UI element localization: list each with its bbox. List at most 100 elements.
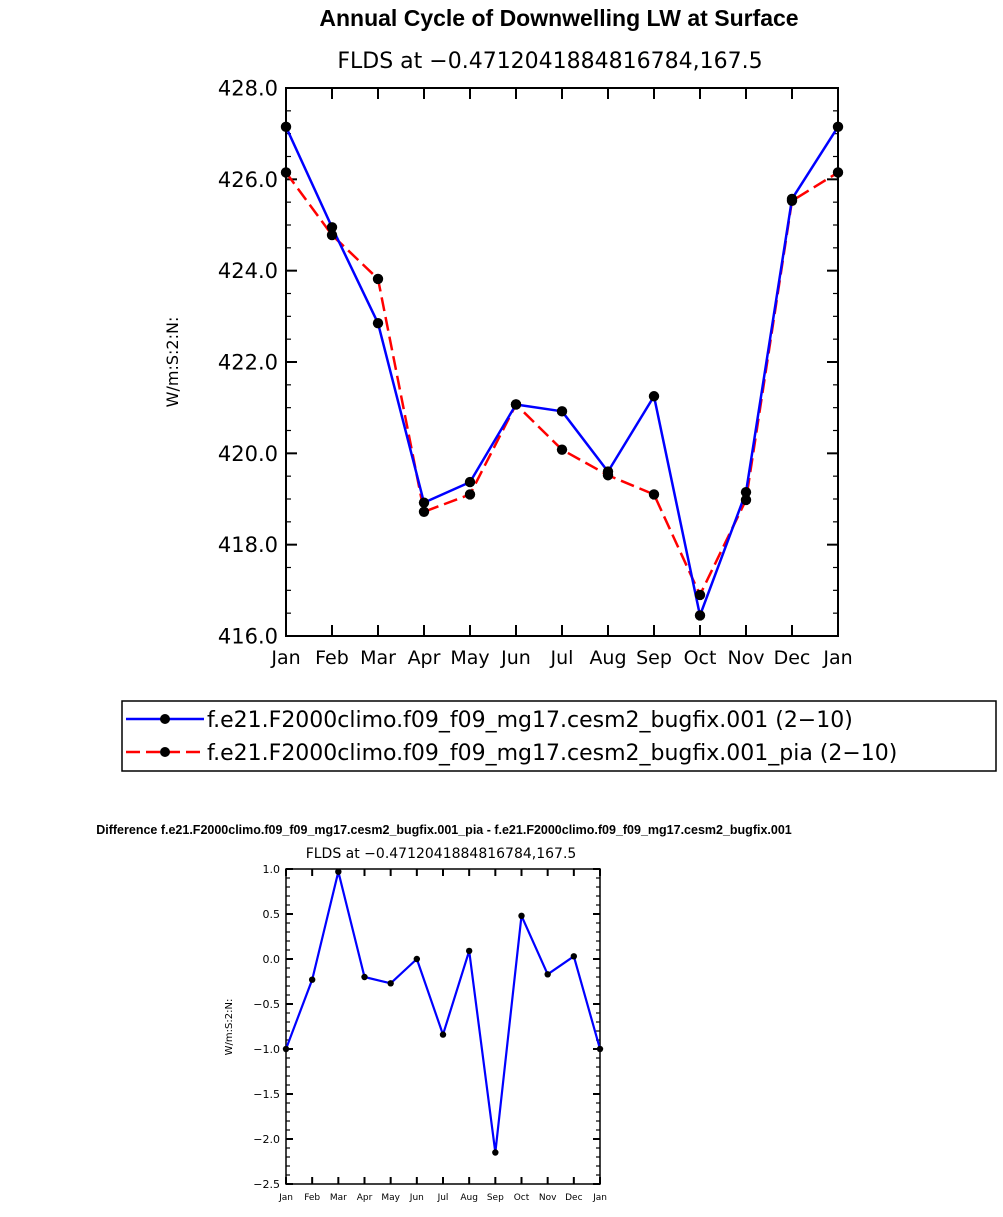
y-tick-label: −1.0 <box>253 1043 280 1056</box>
y-tick-label: 416.0 <box>218 625 278 649</box>
y-tick-label: −0.5 <box>253 998 280 1011</box>
series-1-point <box>832 121 844 133</box>
series-1-point <box>418 497 430 508</box>
series-2-point <box>740 494 752 506</box>
x-tick-label: Mar <box>360 647 396 669</box>
x-tick-label: Apr <box>357 1193 373 1203</box>
y-axis-label: W/m:S:2:N: <box>163 317 182 408</box>
series-1-point <box>335 868 342 875</box>
difference-title: Difference f.e21.F2000climo.f09_f09_mg17… <box>96 823 792 837</box>
series-2-point <box>602 470 614 481</box>
y-tick-label: 1.0 <box>263 863 281 876</box>
x-tick-label: Oct <box>514 1193 530 1203</box>
x-tick-label: Aug <box>589 647 626 669</box>
y-tick-label: 0.5 <box>263 908 281 921</box>
legend-marker-series-1 <box>160 714 170 724</box>
series-1-point <box>308 976 316 983</box>
series-1-point <box>518 912 525 919</box>
x-tick-label: Jan <box>270 647 300 669</box>
series-1-point <box>326 222 338 233</box>
series-1-point <box>372 317 384 329</box>
y-tick-label: −2.5 <box>253 1178 280 1191</box>
series-1-point <box>464 476 476 488</box>
legend-label-series-2: f.e21.F2000climo.f09_f09_mg17.cesm2_bugf… <box>207 741 897 766</box>
series-line-2 <box>284 171 839 597</box>
x-tick-label: Jul <box>437 1193 449 1203</box>
series-1-point <box>648 391 660 402</box>
series-1-point <box>570 953 578 960</box>
y-tick-label: 428.0 <box>218 77 278 101</box>
x-tick-label: Dec <box>774 647 811 669</box>
x-tick-label: Jan <box>278 1193 293 1203</box>
y-axis-label: W/m:S:2:N: <box>224 999 235 1056</box>
series-layer <box>280 121 844 621</box>
series-2-point <box>280 167 292 178</box>
x-tick-label: Jan <box>822 647 852 669</box>
y-tick-label: −1.5 <box>253 1088 280 1101</box>
y-tick-label: −2.0 <box>253 1133 280 1146</box>
series-line-1 <box>284 126 840 617</box>
series-1-point <box>596 1045 604 1053</box>
plot-frame <box>285 868 601 1185</box>
x-tick-label: Feb <box>315 647 349 669</box>
chart-title: Annual Cycle of Downwelling LW at Surfac… <box>319 5 798 31</box>
y-tick-label: 424.0 <box>218 259 278 283</box>
y-tick-labels: −2.5 −2.0 −1.5 −1.0 −0.5 0.0 0.5 1.0 <box>253 863 280 1191</box>
series-1-point <box>439 1031 447 1038</box>
x-tick-label: Aug <box>460 1193 478 1203</box>
x-tick-label: Jun <box>500 647 531 669</box>
series-1-point <box>694 610 706 621</box>
x-tick-labels: Jan Feb Mar Apr May Jun Jul Aug Sep Oct Nov Dec Jan <box>270 647 852 669</box>
x-tick-label: Oct <box>684 647 717 669</box>
series-1-point <box>280 121 292 133</box>
series-layer <box>282 868 604 1156</box>
series-2-point <box>648 489 660 500</box>
y-tick-label: 422.0 <box>218 351 278 375</box>
series-2-point <box>510 399 522 410</box>
y-tick-label: 418.0 <box>218 533 278 557</box>
series-2-point <box>418 506 430 517</box>
x-tick-label: Mar <box>330 1193 347 1203</box>
legend-box <box>121 700 997 772</box>
series-1-point <box>361 973 368 981</box>
x-tick-label: May <box>381 1193 400 1203</box>
difference-chart: Difference f.e21.F2000climo.f09_f09_mg17… <box>96 823 792 1203</box>
x-tick-label: Nov <box>539 1193 557 1203</box>
x-tick-label: Sep <box>636 647 672 669</box>
legend: f.e21.F2000climo.f09_f09_mg17.cesm2_bugf… <box>121 700 997 772</box>
series-1-point <box>740 486 752 498</box>
axis-ticks <box>285 868 601 1185</box>
x-tick-label: Feb <box>304 1193 320 1203</box>
series-1-point <box>465 947 473 955</box>
x-tick-label: Jul <box>550 647 574 669</box>
y-tick-label: 420.0 <box>218 442 278 466</box>
series-2-point <box>832 167 844 178</box>
series-2-point <box>556 444 568 455</box>
x-tick-label: Jun <box>409 1193 424 1203</box>
series-2-point <box>786 195 798 206</box>
series-line-1 <box>284 870 602 1154</box>
series-1-point <box>544 971 551 978</box>
series-1-point <box>413 955 421 963</box>
chart-subtitle: FLDS at −0.4712041884816784,167.5 <box>337 49 762 74</box>
series-1-point <box>282 1045 290 1053</box>
annual-cycle-chart: Annual Cycle of Downwelling LW at Surfac… <box>121 5 997 772</box>
x-tick-label: Dec <box>565 1193 582 1203</box>
legend-marker-series-2 <box>160 747 170 757</box>
plot-frame <box>285 87 839 637</box>
x-tick-label: Apr <box>408 647 441 669</box>
legend-label-series-1: f.e21.F2000climo.f09_f09_mg17.cesm2_bugf… <box>207 708 853 733</box>
series-2-point <box>694 589 706 601</box>
x-tick-label: Nov <box>727 647 764 669</box>
x-tick-labels: Jan Feb Mar Apr May Jun Jul Aug Sep Oct Nov Dec Jan <box>278 1193 607 1203</box>
series-1-point <box>492 1149 499 1156</box>
axis-ticks <box>285 87 839 637</box>
y-tick-labels: 416.0 418.0 420.0 422.0 424.0 426.0 428.0 <box>218 77 278 649</box>
y-tick-label: 0.0 <box>263 953 281 966</box>
y-tick-label: 426.0 <box>218 168 278 192</box>
x-tick-label: Sep <box>487 1193 504 1203</box>
x-tick-label: May <box>450 647 489 669</box>
series-1-point <box>387 980 394 987</box>
difference-subtitle: FLDS at −0.4712041884816784,167.5 <box>306 846 577 862</box>
